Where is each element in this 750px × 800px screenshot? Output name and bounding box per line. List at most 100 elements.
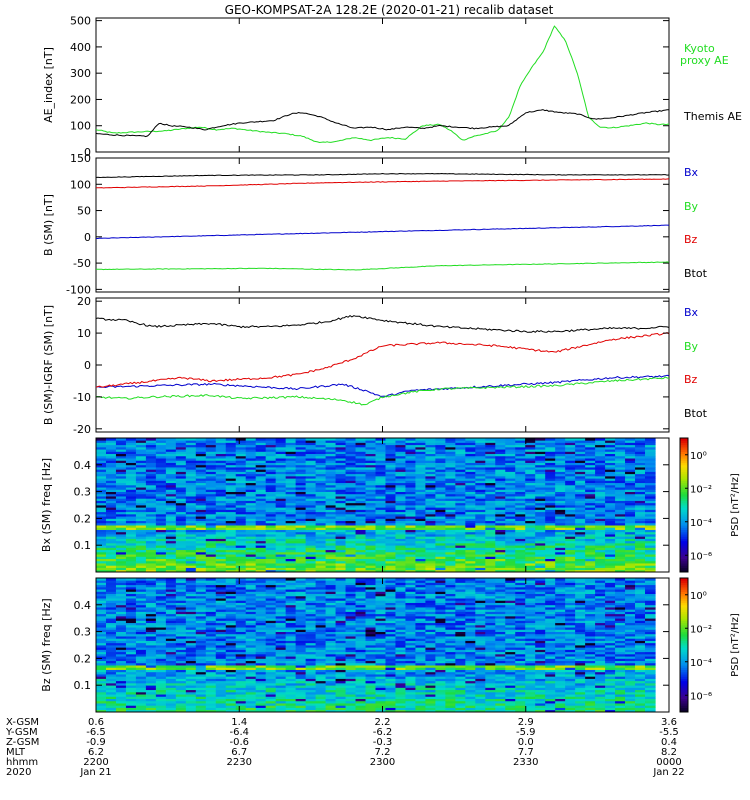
spectrogram-cell — [435, 484, 446, 488]
spectrogram-cell — [315, 689, 327, 693]
spectrogram-cell — [435, 507, 446, 510]
spectrogram-cell — [505, 534, 516, 537]
spectrogram-cell — [385, 542, 397, 546]
spectrogram-cell — [105, 538, 117, 542]
spectrogram-cell — [215, 493, 227, 497]
spectrogram-cell — [495, 525, 506, 528]
spectrogram-cell — [515, 505, 526, 508]
spectrogram-cell — [155, 696, 167, 699]
spectrogram-cell — [505, 509, 516, 513]
spectrogram-cell — [365, 538, 377, 542]
spectrogram-cell — [645, 549, 656, 553]
spectrogram-cell — [175, 642, 187, 646]
spectrogram-cell — [635, 534, 646, 537]
spectrogram-cell — [545, 464, 556, 468]
spectrogram-cell — [365, 560, 377, 564]
spectrogram-cell — [245, 636, 257, 639]
spectrogram-cell — [195, 455, 207, 459]
spectrogram-cell — [125, 691, 137, 695]
spectrogram-cell — [395, 569, 407, 573]
spectrogram-cell — [325, 529, 337, 533]
spectrogram-cell — [325, 569, 337, 573]
spectrogram-cell — [495, 516, 506, 519]
spectrogram-cell — [295, 438, 307, 441]
spectrogram-cell — [205, 578, 217, 581]
spectrogram-cell — [595, 560, 606, 564]
spectrogram-cell — [575, 491, 586, 495]
spectrogram-cell — [495, 451, 506, 455]
spectrogram-cell — [145, 609, 157, 612]
spectrogram-cell — [215, 525, 227, 528]
spectrogram-cell — [195, 505, 207, 508]
spectrogram-cell — [225, 709, 237, 713]
spectrogram-cell — [345, 507, 357, 510]
spectrogram-cell — [175, 629, 187, 632]
spectrogram-cell — [345, 551, 357, 555]
spectrogram-cell — [255, 613, 267, 617]
spectrogram-cell — [285, 538, 297, 542]
spectrogram-cell — [585, 538, 596, 542]
spectrogram-cell — [195, 569, 207, 573]
spectrogram-cell — [365, 527, 377, 530]
spectrogram-cell — [475, 502, 486, 506]
spectrogram-cell — [495, 484, 506, 488]
spectrogram-cell — [185, 511, 197, 515]
spectrogram-cell — [445, 534, 456, 537]
spectrogram-cell — [175, 700, 187, 704]
spectrogram-cell — [325, 505, 337, 508]
spectrogram-cell — [455, 473, 466, 477]
spectrogram-cell — [155, 671, 167, 675]
spectrogram-cell — [145, 595, 157, 599]
spectrogram-cell — [445, 511, 456, 515]
bsm-ylabel: B (SM) [nT] — [42, 194, 55, 256]
spectrogram-cell — [275, 451, 287, 455]
spectrogram-cell — [635, 449, 646, 452]
spectrogram-cell — [295, 662, 307, 666]
spectrogram-cell — [205, 516, 217, 519]
spectrogram-cell — [455, 531, 466, 535]
spectrogram-cell — [355, 513, 367, 517]
spectrogram-cell — [96, 615, 107, 619]
spectrogram-cell — [595, 509, 606, 513]
spectrogram-cell — [545, 531, 556, 535]
spectrogram-cell — [295, 565, 307, 568]
spectrogram-cell — [96, 591, 107, 595]
spectrogram-cell — [485, 489, 496, 492]
spectrogram-cell — [135, 685, 147, 688]
spectrogram-cell — [125, 496, 137, 499]
spectrogram-cell — [285, 615, 297, 619]
spectrogram-cell — [105, 627, 117, 630]
spectrogram-cell — [605, 462, 616, 466]
colorbar-segment — [680, 491, 688, 495]
spectrogram-cell — [645, 484, 656, 488]
spectrogram-cell — [165, 631, 177, 635]
spectrogram-cell — [215, 475, 227, 479]
spectrogram-cell — [485, 563, 496, 566]
spectrogram-cell — [145, 631, 157, 635]
spectrogram-cell — [525, 563, 536, 566]
spectrogram-cell — [495, 455, 506, 459]
spectrogram-cell — [265, 505, 277, 508]
spectrogram-cell — [395, 567, 407, 571]
spectrogram-cell — [365, 511, 377, 515]
spectrogram-cell — [465, 556, 476, 559]
spectrogram-cell — [135, 622, 147, 626]
spectrogram-cell — [145, 458, 157, 461]
spectrogram-cell — [265, 651, 277, 655]
spectrogram-cell — [205, 556, 217, 559]
spectrogram-cell — [185, 507, 197, 510]
spectrogram-cell — [465, 451, 476, 455]
spectrogram-cell — [96, 558, 107, 562]
spectrogram-cell — [275, 611, 287, 615]
spectrogram-cell — [325, 509, 337, 513]
spectrogram-cell — [235, 591, 247, 595]
spectrogram-cell — [275, 607, 287, 610]
spectrogram-cell — [96, 662, 107, 666]
spectrogram-cell — [445, 453, 456, 457]
spectrogram-cell — [205, 624, 217, 628]
spectrogram-cell — [495, 449, 506, 452]
spectrogram-cell — [355, 542, 367, 546]
spectrogram-cell — [355, 471, 367, 475]
spectrogram-cell — [455, 444, 466, 448]
spectrogram-cell — [355, 567, 367, 571]
